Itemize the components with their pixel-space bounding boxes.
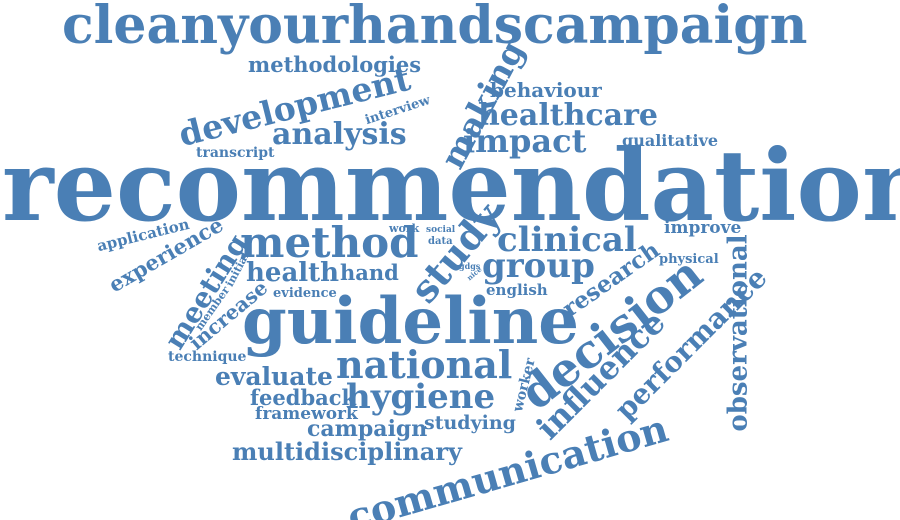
word-behaviour: behaviour	[490, 80, 602, 100]
word-cleanyourhandscampaign: cleanyourhandscampaign	[62, 0, 807, 52]
word-multidisciplinary: multidisciplinary	[232, 440, 462, 464]
word-group: group	[482, 249, 595, 283]
word-hand: hand	[340, 262, 399, 283]
word-studying: studying	[424, 414, 516, 433]
word-hygiene: hygiene	[346, 380, 495, 414]
